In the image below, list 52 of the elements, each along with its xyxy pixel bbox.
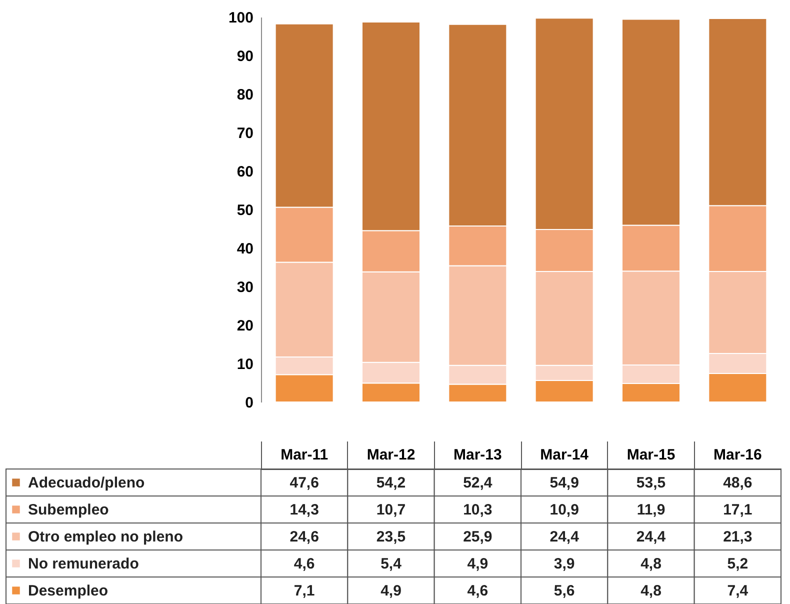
y-tick-label: 70 bbox=[236, 125, 254, 142]
y-tick-label: 0 bbox=[245, 394, 254, 412]
x-tick-label: Mar-16 bbox=[713, 446, 762, 464]
legend-label: Adecuado/pleno bbox=[28, 474, 145, 492]
data-label: 11,9 bbox=[636, 502, 666, 518]
y-tick-label: 20 bbox=[236, 318, 254, 334]
data-label: 7,1 bbox=[294, 582, 315, 600]
data-label: 4,6 bbox=[294, 556, 315, 572]
data-label: 54,2 bbox=[376, 474, 406, 492]
x-tick-label: Mar-12 bbox=[366, 446, 416, 464]
data-label: 48,6 bbox=[723, 474, 752, 492]
data-label: 3,9 bbox=[554, 556, 575, 572]
data-label: 4,8 bbox=[640, 556, 662, 572]
data-label: 47,6 bbox=[290, 474, 319, 492]
x-tick-label: Mar-15 bbox=[626, 446, 676, 464]
y-tick-label: 30 bbox=[236, 279, 254, 296]
y-tick-label: 50 bbox=[236, 202, 254, 219]
data-label: 5,6 bbox=[554, 582, 575, 600]
y-tick-label: 80 bbox=[236, 86, 254, 104]
data-label: 24,6 bbox=[290, 528, 319, 546]
data-label: 5,2 bbox=[727, 556, 748, 572]
data-label: 14,3 bbox=[290, 502, 319, 518]
data-label: 10,9 bbox=[550, 502, 579, 518]
data-label: 21,3 bbox=[723, 528, 752, 546]
data-label: 4,9 bbox=[467, 556, 488, 572]
x-tick-label: Mar-13 bbox=[453, 446, 502, 464]
data-label: 24,4 bbox=[550, 528, 580, 546]
data-label: 17,1 bbox=[723, 502, 752, 518]
x-tick-label: Mar-11 bbox=[280, 446, 328, 464]
data-label: 7,4 bbox=[727, 582, 749, 600]
data-label: 24,4 bbox=[636, 528, 666, 546]
data-label: 10,3 bbox=[463, 502, 492, 518]
legend-label: Desempleo bbox=[28, 582, 108, 600]
legend-label: Subempleo bbox=[28, 502, 109, 518]
data-label: 10,7 bbox=[376, 502, 406, 518]
legend-label: No remunerado bbox=[28, 556, 139, 572]
data-label: 54,9 bbox=[550, 474, 579, 492]
data-label: 5,4 bbox=[380, 556, 402, 572]
y-tick-label: 60 bbox=[236, 164, 254, 180]
y-tick-label: 40 bbox=[236, 240, 254, 258]
y-tick-label: 100 bbox=[228, 10, 254, 26]
data-label: 23,5 bbox=[376, 528, 406, 546]
x-tick-label: Mar-14 bbox=[540, 446, 590, 464]
data-label: 25,9 bbox=[463, 528, 492, 546]
data-label: 52,4 bbox=[463, 474, 493, 492]
data-label: 53,5 bbox=[636, 474, 666, 492]
data-label: 4,8 bbox=[640, 582, 662, 600]
data-label: 4,9 bbox=[380, 582, 402, 600]
y-tick-label: 10 bbox=[236, 356, 254, 373]
data-label: 4,6 bbox=[467, 582, 488, 600]
legend-label: Otro empleo no pleno bbox=[28, 528, 184, 546]
y-tick-label: 90 bbox=[236, 48, 254, 65]
